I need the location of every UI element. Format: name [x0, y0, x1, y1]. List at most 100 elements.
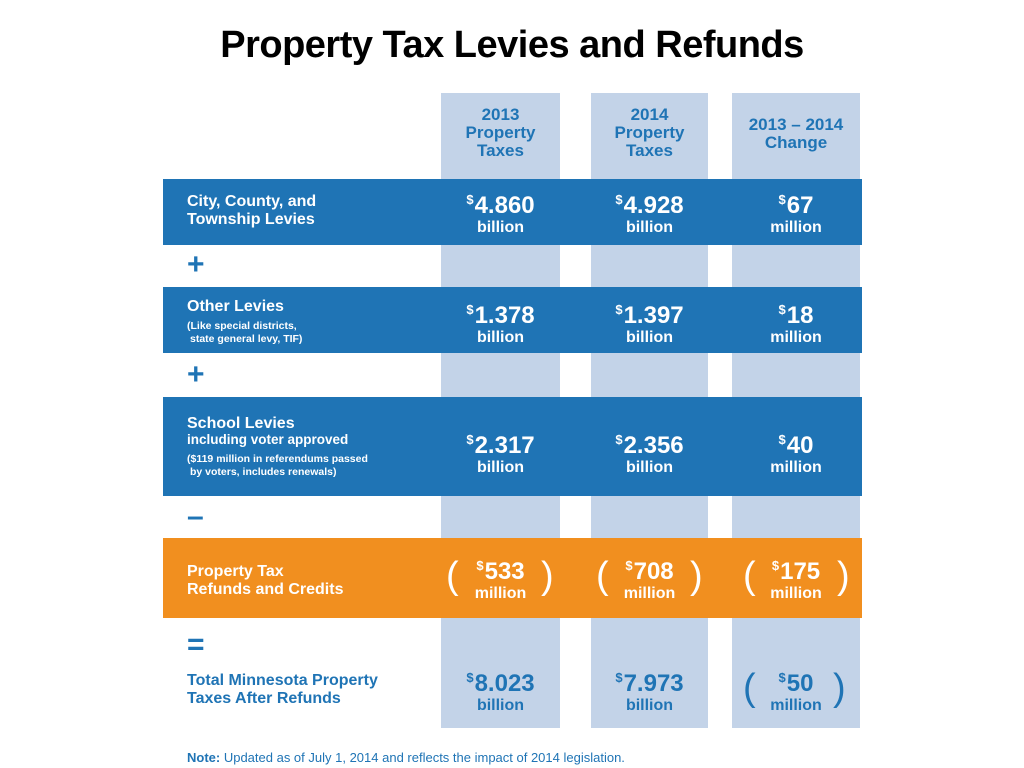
minus-operator: –	[187, 500, 204, 533]
value-cell: $67 million	[732, 187, 860, 237]
value-unit: million	[474, 585, 527, 602]
close-paren: )	[837, 555, 850, 597]
currency-symbol: $	[625, 558, 633, 573]
close-paren: )	[541, 555, 554, 597]
currency-symbol: $	[466, 192, 474, 207]
row-band-school-levies	[163, 397, 862, 496]
value-amount: 40	[786, 432, 814, 459]
value-amount: 2.356	[623, 432, 684, 459]
row-sublabel-line: (Like special districts,	[187, 320, 297, 332]
value-amount: 708	[633, 558, 674, 585]
row-band-other-levies	[163, 287, 862, 353]
column-header-line: Change	[764, 133, 828, 152]
row-label-city-county: City, County, and Township Levies	[187, 193, 316, 229]
open-paren: (	[446, 555, 459, 597]
plus-operator: +	[187, 358, 205, 391]
currency-symbol: $	[466, 432, 474, 447]
value-cell: $8.023 billion	[441, 665, 560, 715]
column-header-2014: 2014 Property Taxes	[591, 106, 708, 160]
currency-symbol: $	[771, 558, 780, 573]
row-sublabel-other-levies: (Like special districts, state general l…	[187, 320, 302, 346]
value-unit: million	[770, 585, 822, 602]
currency-symbol: $	[466, 302, 474, 317]
value-unit: million	[770, 329, 822, 346]
column-header-line: Property	[614, 123, 685, 142]
value-amount: 67	[786, 192, 814, 219]
row-band-refunds	[163, 538, 862, 618]
open-paren: (	[743, 667, 756, 709]
row-label-line: Refunds and Credits	[187, 581, 344, 598]
currency-symbol: $	[615, 670, 623, 685]
value-amount: 7.973	[623, 670, 684, 697]
column-header-line: Taxes	[626, 141, 673, 160]
value-amount: 533	[484, 558, 525, 585]
currency-symbol: $	[615, 192, 623, 207]
value-cell: $533 million	[441, 553, 560, 603]
column-header-line: Taxes	[477, 141, 524, 160]
open-paren: (	[596, 555, 609, 597]
value-cell: $1.378 billion	[441, 297, 560, 347]
value-unit: billion	[476, 459, 525, 476]
currency-symbol: $	[615, 432, 623, 447]
row-label-line: Taxes After Refunds	[187, 690, 341, 707]
row-label-school-levies-sub: including voter approved	[187, 432, 349, 447]
value-unit: million	[770, 219, 822, 236]
row-sublabel-line: by voters, includes renewals)	[190, 466, 337, 478]
value-cell: $4.860 billion	[441, 187, 560, 237]
value-cell: $50 million	[732, 665, 860, 715]
value-unit: billion	[476, 329, 525, 346]
row-label-other-levies: Other Levies	[187, 298, 284, 315]
value-unit: billion	[625, 219, 674, 236]
row-sublabel-school-levies: ($119 million in referendums passed by v…	[187, 453, 368, 479]
value-amount: 2.317	[474, 432, 535, 459]
value-cell: $1.397 billion	[591, 297, 708, 347]
currency-symbol: $	[476, 558, 484, 573]
close-paren: )	[833, 667, 846, 709]
row-band-city-county	[163, 179, 862, 245]
value-cell: $2.317 billion	[441, 427, 560, 477]
value-unit: billion	[625, 697, 674, 714]
value-cell: $40 million	[732, 427, 860, 477]
row-label-line: Property Tax	[187, 563, 284, 580]
row-label-total: Total Minnesota Property Taxes After Ref…	[187, 672, 378, 708]
value-amount: 4.860	[474, 192, 535, 219]
value-unit: billion	[625, 329, 674, 346]
currency-symbol: $	[466, 670, 474, 685]
footnote: Note: Updated as of July 1, 2014 and ref…	[187, 750, 625, 765]
value-unit: million	[770, 459, 822, 476]
value-cell: $18 million	[732, 297, 860, 347]
plus-operator: +	[187, 248, 205, 281]
value-amount: 8.023	[474, 670, 535, 697]
value-amount: 175	[780, 558, 821, 585]
currency-symbol: $	[778, 670, 786, 685]
value-amount: 1.378	[474, 302, 535, 329]
row-label-line: City, County, and	[187, 193, 317, 210]
row-label-school-levies: School Levies	[187, 415, 295, 433]
value-cell: $175 million	[732, 553, 860, 603]
value-unit: billion	[476, 697, 525, 714]
column-header-change: 2013 – 2014 Change	[732, 116, 860, 152]
row-label-line: Township Levies	[187, 211, 315, 228]
currency-symbol: $	[778, 192, 786, 207]
row-label-line: School Levies	[187, 415, 295, 432]
value-unit: billion	[625, 459, 674, 476]
row-sublabel-line: state general levy, TIF)	[190, 333, 303, 345]
currency-symbol: $	[615, 302, 623, 317]
equals-operator: =	[187, 628, 205, 661]
value-cell: $2.356 billion	[591, 427, 708, 477]
value-amount: 50	[786, 670, 814, 697]
row-label-refunds: Property Tax Refunds and Credits	[187, 563, 343, 599]
open-paren: (	[743, 555, 756, 597]
footnote-prefix: Note:	[187, 750, 221, 765]
column-header-2013: 2013 Property Taxes	[441, 106, 560, 160]
column-header-line: 2013	[481, 105, 520, 124]
value-unit: million	[770, 697, 822, 714]
currency-symbol: $	[778, 432, 786, 447]
page-title: Property Tax Levies and Refunds	[220, 24, 804, 66]
value-amount: 18	[786, 302, 814, 329]
footnote-text: Updated as of July 1, 2014 and reflects …	[220, 750, 625, 765]
value-unit: billion	[476, 219, 525, 236]
column-header-line: 2013 – 2014	[748, 115, 844, 134]
currency-symbol: $	[778, 302, 786, 317]
value-unit: million	[623, 585, 676, 602]
